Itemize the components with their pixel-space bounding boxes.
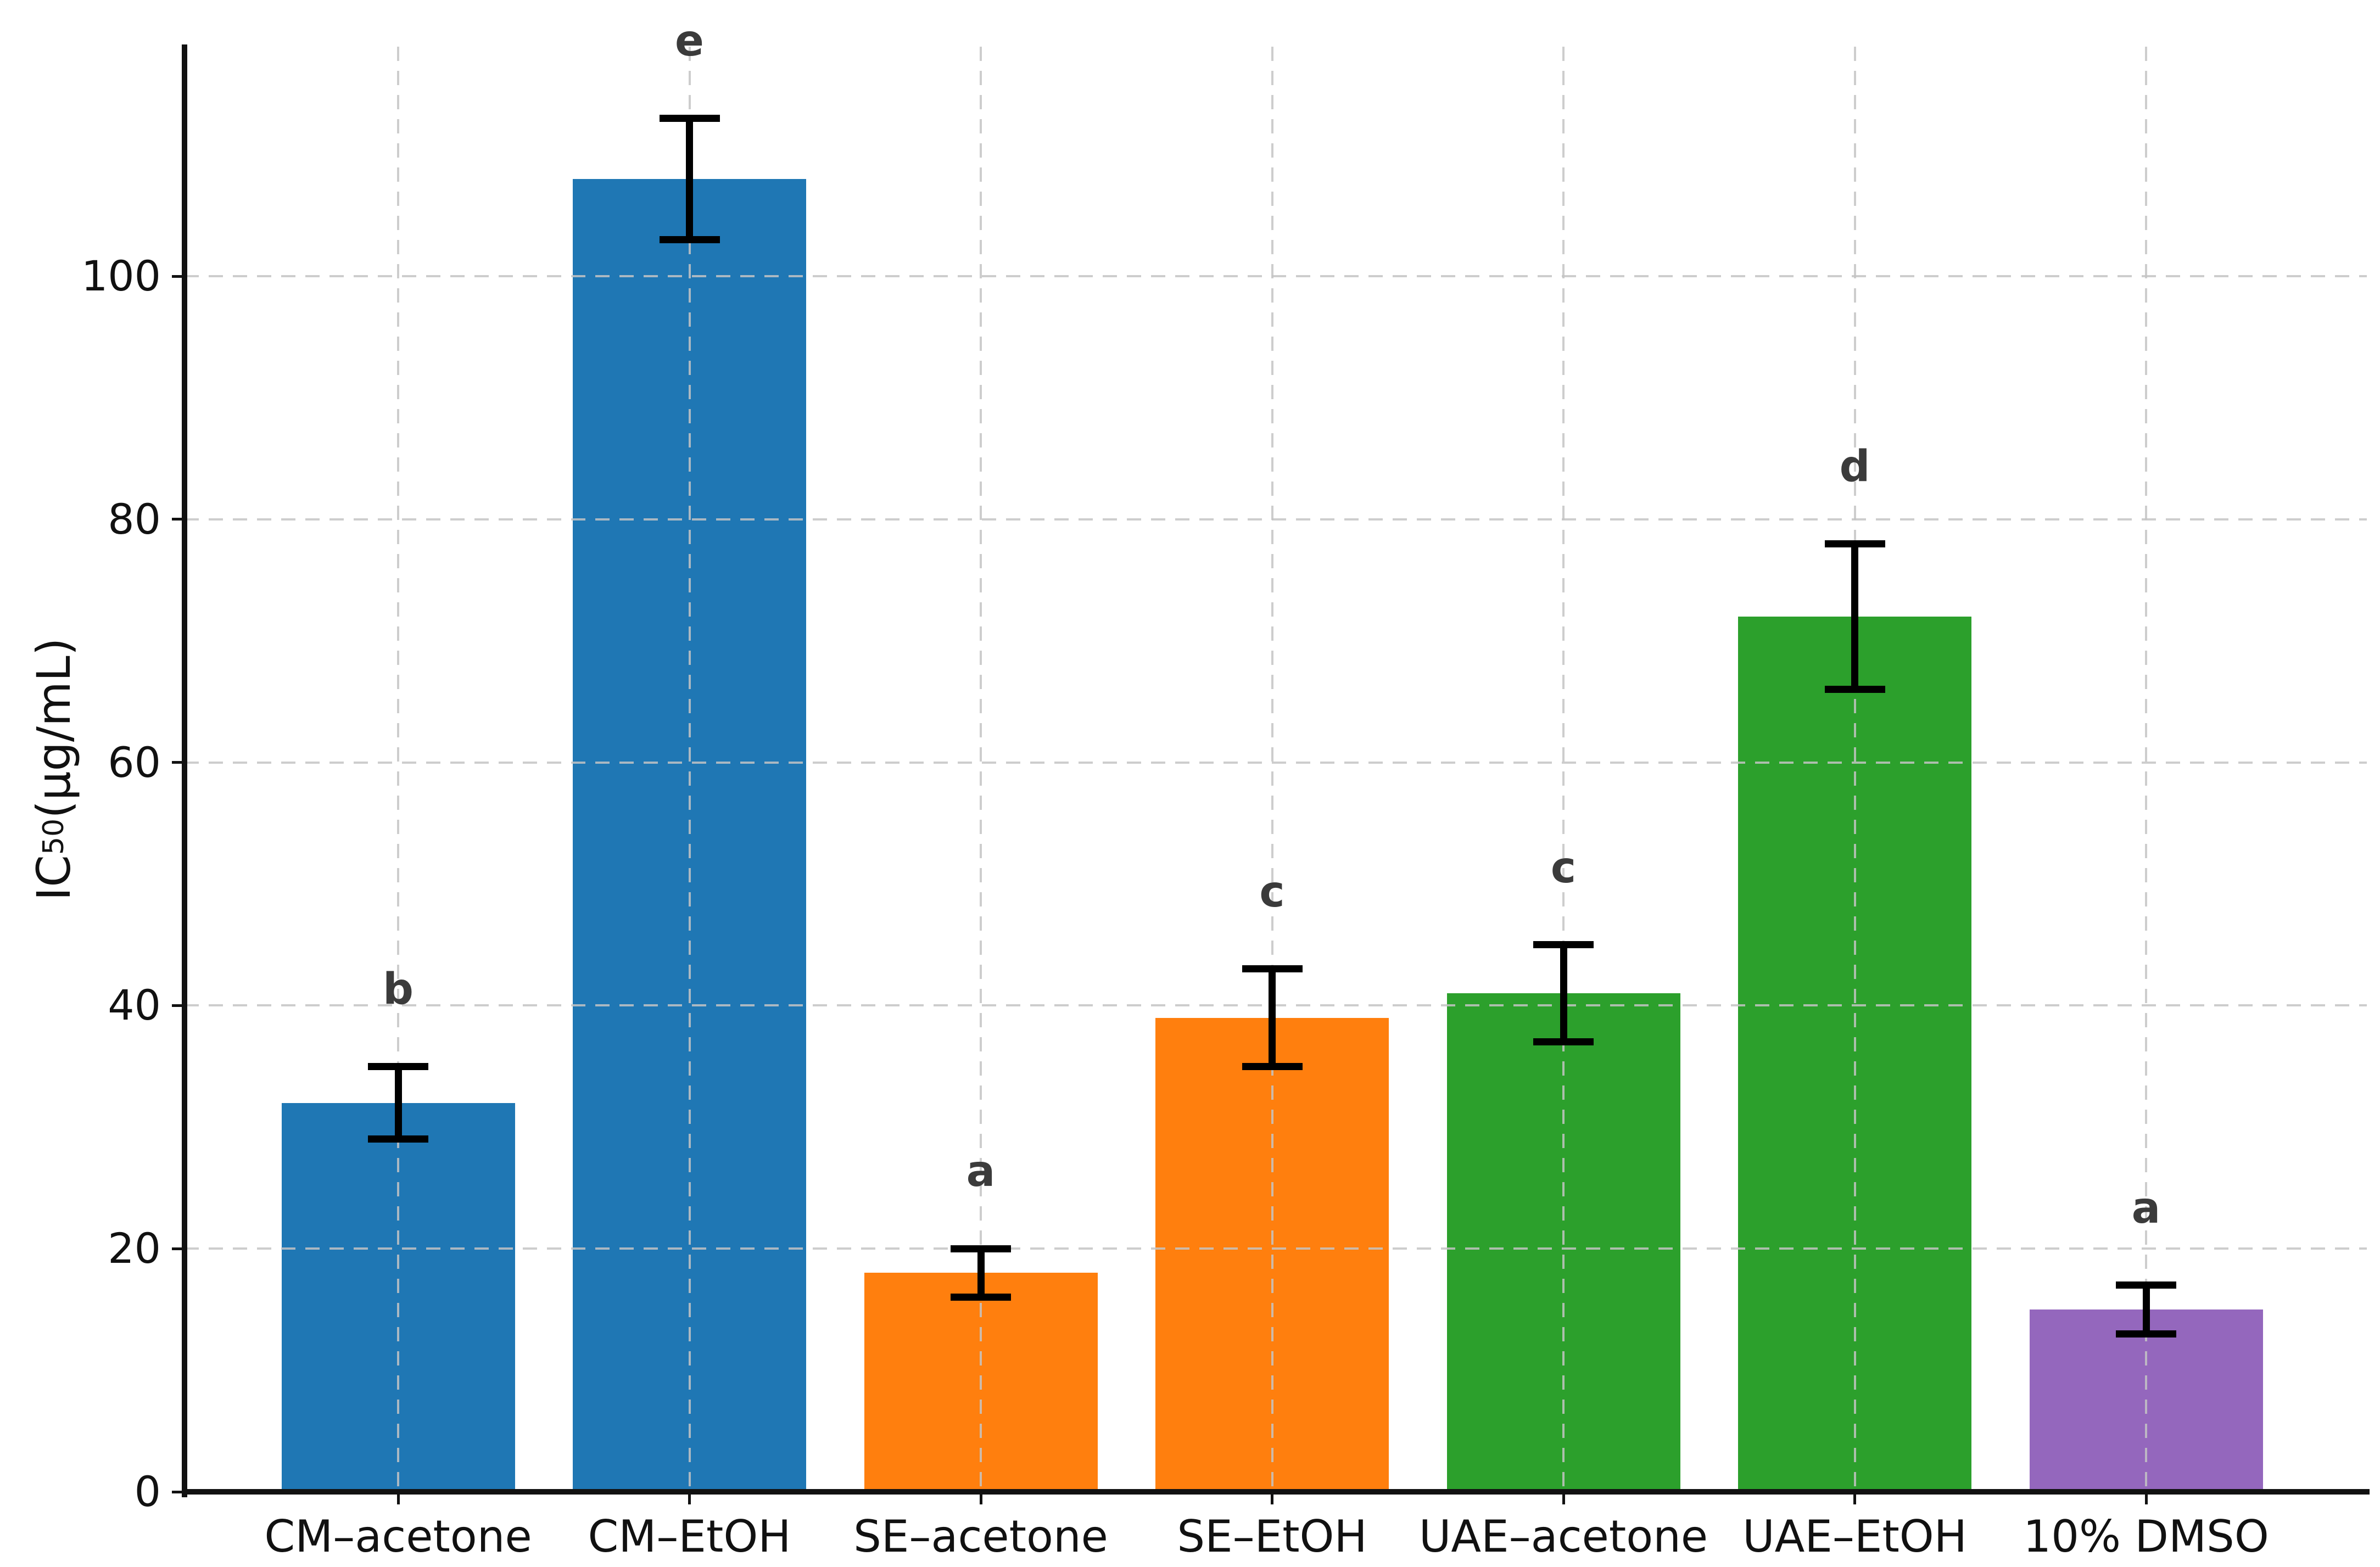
y-tick-label: 80 (108, 494, 161, 544)
error-bar (686, 118, 693, 240)
y-tick (172, 1004, 182, 1007)
error-bar-cap-bottom (951, 1294, 1011, 1301)
x-tick-label: CM–EtOH (588, 1511, 791, 1562)
x-tick-label: CM–acetone (264, 1511, 532, 1562)
y-tick-label: 100 (81, 251, 161, 300)
v-gridline (2145, 47, 2147, 1492)
x-tick-label: SE–EtOH (1177, 1511, 1367, 1562)
x-tick-label: SE–acetone (853, 1511, 1108, 1562)
error-bar-cap-top (368, 1062, 428, 1070)
y-tick-label: 0 (134, 1467, 161, 1516)
error-bar (1851, 544, 1858, 690)
error-bar-cap-top (1824, 540, 1885, 547)
error-bar-cap-top (1533, 941, 1594, 949)
x-tick-label: UAE–EtOH (1742, 1511, 1967, 1562)
error-bar (977, 1249, 985, 1297)
error-bar-cap-bottom (368, 1135, 428, 1143)
error-bar-cap-top (2116, 1281, 2176, 1289)
y-axis-spine (182, 44, 187, 1497)
error-bar-cap-bottom (1824, 686, 1885, 693)
v-gridline (1853, 47, 1856, 1492)
x-tick (1271, 1495, 1273, 1504)
error-bar (394, 1066, 402, 1139)
h-gridline (185, 275, 2367, 277)
y-tick-label: 40 (108, 981, 161, 1030)
error-bar-cap-top (659, 114, 720, 122)
y-tick-label: 20 (108, 1224, 161, 1273)
y-axis-label-prefix: IC (27, 855, 81, 901)
y-tick-label: 60 (108, 737, 161, 787)
h-gridline (185, 761, 2367, 764)
v-gridline (980, 47, 982, 1492)
h-gridline (185, 1004, 2367, 1007)
x-tick (396, 1495, 400, 1504)
error-bar-cap-bottom (1533, 1038, 1594, 1046)
error-bar-cap-bottom (1242, 1062, 1303, 1070)
sig-letter: a (966, 1147, 996, 1197)
y-tick (172, 518, 182, 521)
error-bar-cap-top (951, 1245, 1011, 1252)
sig-letter: c (1259, 867, 1285, 917)
x-tick (1562, 1495, 1565, 1504)
y-tick (172, 1247, 182, 1250)
sig-letter: e (675, 16, 704, 66)
y-tick (172, 275, 182, 278)
v-gridline (1562, 47, 1565, 1492)
x-tick (2144, 1495, 2148, 1504)
x-tick-label: 10% DMSO (2023, 1511, 2269, 1562)
error-bar-cap-bottom (659, 236, 720, 244)
h-gridline (185, 518, 2367, 521)
v-gridline (397, 47, 399, 1492)
sig-letter: d (1839, 442, 1870, 492)
v-gridline (688, 47, 691, 1492)
y-tick (172, 761, 182, 764)
y-tick (172, 1490, 182, 1493)
sig-letter: a (2131, 1183, 2161, 1233)
error-bar (1269, 969, 1276, 1067)
h-gridline (185, 1247, 2367, 1250)
v-gridline (1271, 47, 1273, 1492)
error-bar-cap-top (1242, 965, 1303, 973)
x-tick (688, 1495, 691, 1504)
sig-letter: c (1550, 843, 1577, 893)
x-tick (1853, 1495, 1856, 1504)
y-axis-label-units: (μg/mL) (27, 637, 81, 819)
x-tick-label: UAE–acetone (1418, 1511, 1708, 1562)
error-bar-cap-bottom (2116, 1330, 2176, 1337)
x-axis-spine (182, 1489, 2370, 1495)
error-bar (1560, 944, 1567, 1042)
x-tick (979, 1495, 982, 1504)
sig-letter: b (383, 965, 414, 1015)
error-bar (2142, 1285, 2150, 1334)
plot-area: 0 20 40 60 80 100 b CM–acetone e CM–EtOH a SE–aceto… (81, 19, 2370, 1560)
